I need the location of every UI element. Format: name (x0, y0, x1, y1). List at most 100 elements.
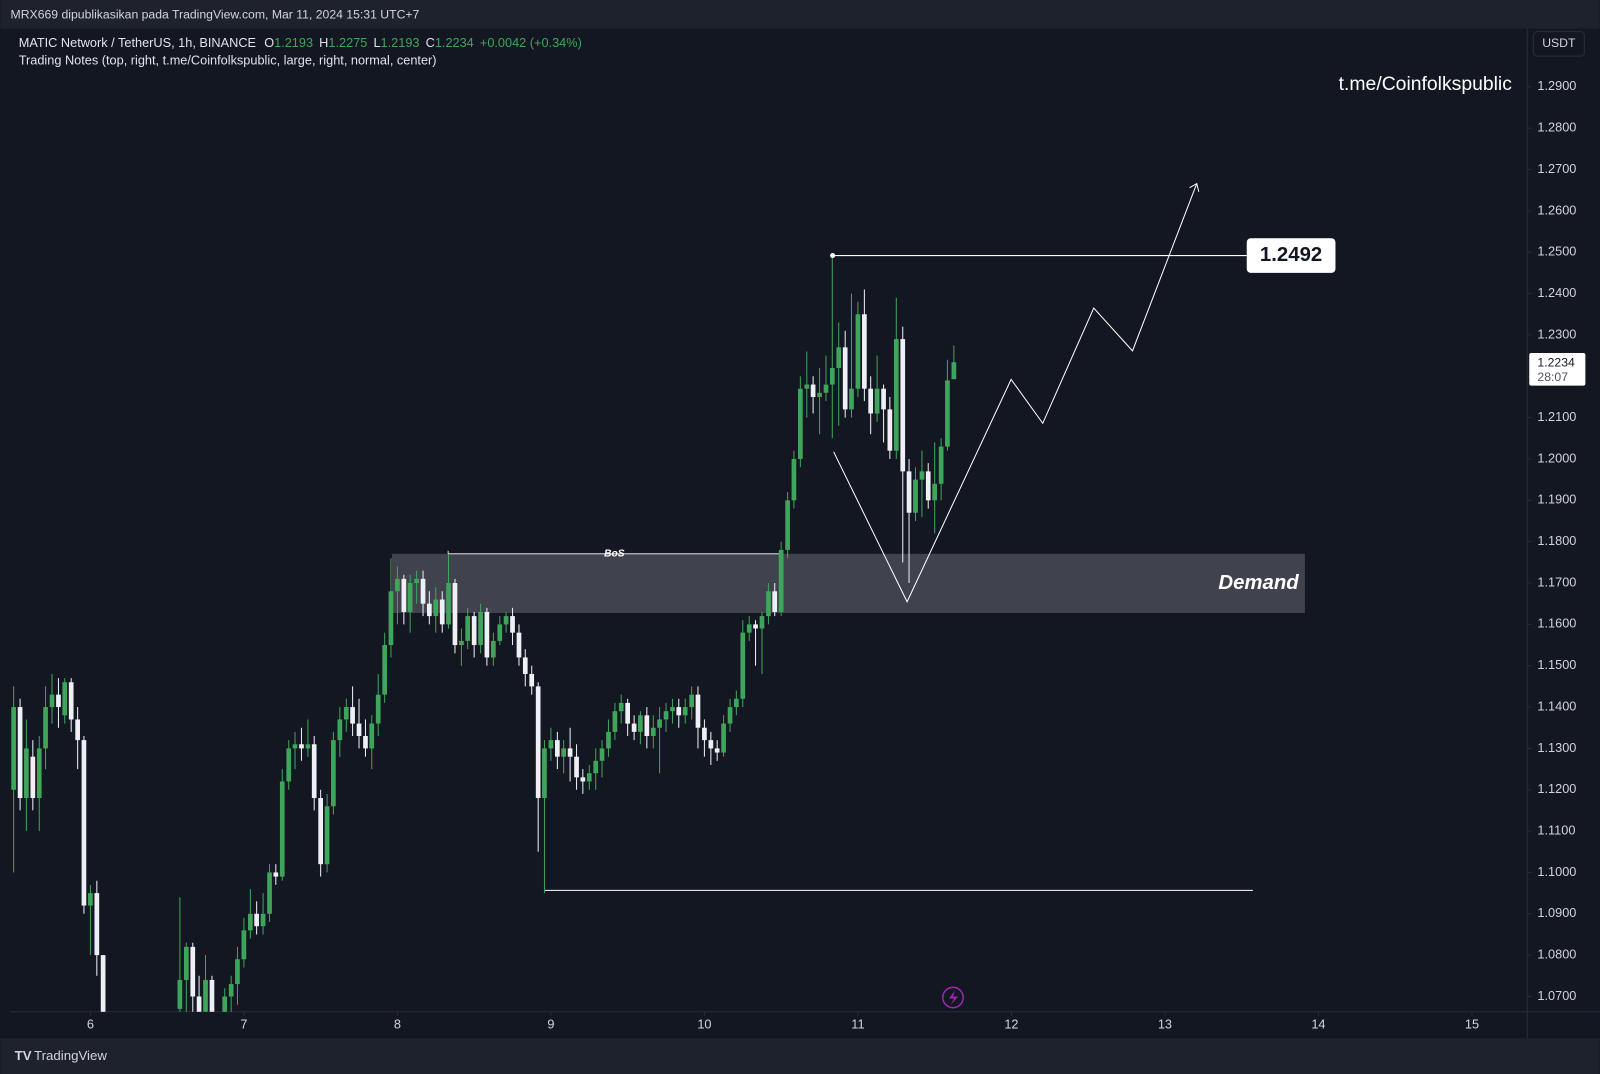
candle-body (222, 996, 228, 1012)
candle-body (746, 624, 752, 633)
candle-body (375, 694, 381, 724)
candle-body (452, 583, 458, 646)
y-tick-label: 1.1900 (1537, 492, 1576, 507)
candle-body (593, 760, 599, 774)
candle-body (382, 645, 388, 695)
x-tick-label: 11 (851, 1016, 864, 1031)
x-tick-label: 7 (240, 1016, 247, 1031)
candle-body (695, 694, 701, 728)
candle-body (68, 682, 74, 720)
candle-body (893, 339, 899, 451)
candle-body (580, 777, 586, 782)
y-tick-label: 1.1700 (1537, 574, 1576, 589)
candle-body (862, 314, 867, 389)
candle-body (874, 388, 880, 414)
candle-body (356, 723, 362, 737)
y-tick-label: 1.1800 (1537, 533, 1576, 548)
candle-body (235, 959, 240, 985)
candle-body (247, 913, 253, 931)
y-tick-label: 1.2500 (1537, 244, 1576, 259)
candle-body (817, 392, 822, 397)
candle-body (606, 731, 611, 749)
candle-body (11, 707, 16, 790)
candle-body (836, 347, 842, 369)
x-tick-label: 8 (394, 1016, 401, 1031)
y-tick-label: 1.2100 (1537, 409, 1576, 424)
ohlc-value: 1.2275 (328, 35, 367, 50)
candle-body (714, 748, 720, 753)
candle-body (759, 616, 765, 629)
candle-body (829, 368, 835, 385)
candle-body (510, 616, 515, 633)
candle-body (318, 798, 323, 865)
candle-body (842, 347, 848, 410)
level-label-box (1246, 238, 1336, 273)
y-tick-label: 1.2800 (1537, 120, 1576, 135)
candle-body (311, 744, 317, 799)
candle-body (17, 707, 23, 799)
candle-body (363, 736, 368, 749)
candle-body (490, 640, 496, 658)
last-price-box (1529, 353, 1586, 386)
arrow-head (1189, 182, 1200, 192)
candle-body (241, 930, 247, 960)
candle-body (753, 624, 758, 629)
candle-body (478, 611, 483, 646)
candle-body (599, 748, 605, 761)
candle-body (567, 748, 573, 757)
bos-label: BoS (604, 549, 625, 560)
candle-body (279, 781, 285, 877)
candle-body (881, 388, 886, 410)
candle-body (94, 893, 100, 956)
candle-body (555, 740, 560, 757)
top-bar (0, 0, 1600, 29)
candle-body (286, 748, 292, 782)
candle-body (267, 872, 272, 914)
candle-body (638, 715, 643, 732)
ohlc-label: L (373, 35, 380, 50)
y-tick-label: 1.0700 (1537, 988, 1576, 1003)
candle-body (343, 707, 349, 720)
candle-body (426, 603, 432, 617)
y-tick-label: 1.1000 (1537, 864, 1576, 879)
candle-body (657, 719, 662, 728)
candle-body (849, 388, 854, 410)
candle-body (766, 591, 771, 617)
y-tick-label: 1.2600 (1537, 202, 1576, 217)
candle-body (299, 744, 304, 749)
candle-body (350, 707, 355, 724)
candle-body (561, 748, 566, 757)
footer-bar (0, 1038, 1600, 1074)
candle-body (670, 707, 675, 712)
y-tick-label: 1.0900 (1537, 905, 1576, 920)
candle-body (721, 723, 726, 753)
symbol-title: MATIC Network / TetherUS, 1h, BINANCE (19, 35, 256, 50)
candle-body (190, 946, 196, 997)
candle-body (663, 711, 669, 720)
candle-body (702, 727, 707, 741)
candle-body (183, 946, 189, 980)
candle-body (331, 740, 336, 807)
zone-label: Demand (1218, 572, 1299, 594)
level-anchor (830, 253, 836, 259)
candle-body (465, 616, 471, 641)
ohlc-label: C (426, 35, 435, 50)
candle-body (612, 711, 618, 732)
candle-body (49, 694, 55, 708)
currency-button[interactable] (1532, 31, 1585, 57)
ohlc-label: O (264, 35, 274, 50)
candle-body (369, 723, 375, 749)
y-tick-label: 1.0800 (1537, 946, 1576, 961)
candle-body (529, 673, 535, 687)
candle-body (535, 686, 541, 799)
candle-body (618, 702, 624, 712)
candle-body (62, 682, 68, 716)
legend-header: MATIC Network / TetherUS, 1h, BINANCE O 1.… (19, 35, 582, 50)
candle-body (36, 748, 42, 799)
candle-body (305, 744, 311, 749)
candle-body (798, 388, 803, 459)
y-tick-label: 1.1500 (1537, 657, 1576, 672)
alert-icon[interactable] (942, 986, 964, 1009)
last-price: 1.2234 (1537, 355, 1575, 369)
